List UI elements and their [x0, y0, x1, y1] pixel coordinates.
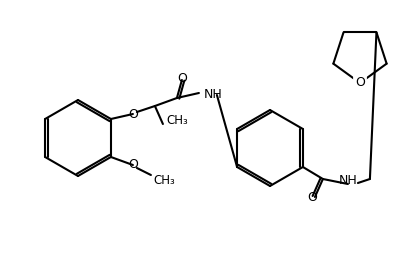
Text: NH: NH [204, 89, 223, 101]
Text: O: O [128, 158, 138, 172]
Text: CH₃: CH₃ [166, 114, 188, 127]
Text: O: O [355, 77, 365, 90]
Text: NH: NH [339, 174, 357, 187]
Text: O: O [128, 108, 138, 121]
Text: O: O [177, 72, 187, 85]
Text: CH₃: CH₃ [153, 174, 175, 187]
Text: O: O [307, 191, 317, 204]
